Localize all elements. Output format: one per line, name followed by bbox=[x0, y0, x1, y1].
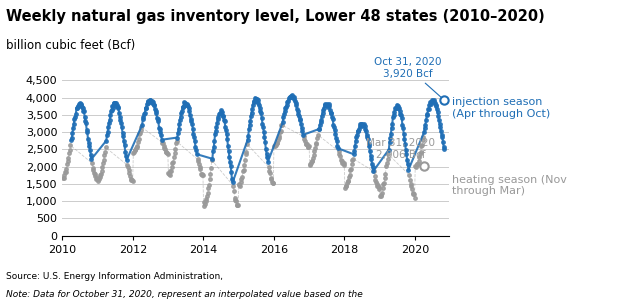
Text: billion cubic feet (Bcf): billion cubic feet (Bcf) bbox=[6, 39, 135, 52]
Text: heating season (Nov
through Mar): heating season (Nov through Mar) bbox=[452, 175, 567, 196]
Text: Weekly natural gas inventory level, Lower 48 states (2010–2020): Weekly natural gas inventory level, Lowe… bbox=[6, 9, 545, 24]
Text: Oct 31, 2020
3,920 Bcf: Oct 31, 2020 3,920 Bcf bbox=[374, 57, 442, 98]
Text: Note: Data for October 31, 2020, represent an interpolated value based on the: Note: Data for October 31, 2020, represe… bbox=[6, 290, 366, 299]
Text: Mar 31, 2020
2,006 Bcf: Mar 31, 2020 2,006 Bcf bbox=[366, 138, 435, 165]
Text: Source: U.S. Energy Information Administration,: Source: U.S. Energy Information Administ… bbox=[6, 272, 226, 281]
Text: injection season
(Apr through Oct): injection season (Apr through Oct) bbox=[452, 97, 550, 119]
